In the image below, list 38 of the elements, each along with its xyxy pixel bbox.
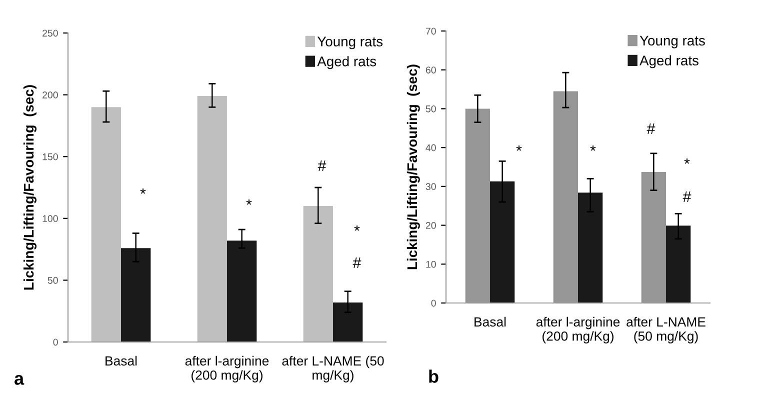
annotation: # xyxy=(352,258,362,268)
annotation: * xyxy=(516,145,522,151)
y-tick-label: 50 xyxy=(48,276,58,284)
legend-label: Young rats xyxy=(317,36,383,50)
y-tick-label: 70 xyxy=(426,28,436,35)
y-axis-title: Licking/Lifting/Favouring (sec) xyxy=(406,64,420,270)
x-tick-label: after L-NAME (50 mg/Kg) xyxy=(626,316,706,344)
annotation: * xyxy=(684,158,690,164)
annotation: # xyxy=(682,192,692,202)
y-tick-label: 250 xyxy=(42,30,58,37)
annotation: # xyxy=(318,160,326,171)
text: b xyxy=(429,370,438,383)
x-tick-label: after l-arginine (200 mg/Kg) xyxy=(536,316,620,344)
x-tick-label: Basal xyxy=(106,356,137,366)
annotation: * xyxy=(246,199,252,205)
annotation: * xyxy=(354,225,360,231)
legend-label: Aged rats xyxy=(640,55,698,68)
y-tick-label: 200 xyxy=(42,92,58,98)
legend-label: Young rats xyxy=(640,36,705,48)
y-tick-label: 10 xyxy=(426,260,436,268)
x-tick-label: after l-arginine (200 mg/Kg) xyxy=(185,356,269,382)
y-tick-label: 100 xyxy=(42,215,58,222)
y-tick-label: 30 xyxy=(426,183,436,190)
text: a xyxy=(14,374,24,385)
annotation: * xyxy=(140,188,146,194)
y-tick-label: 40 xyxy=(426,144,436,152)
annotation: # xyxy=(646,124,656,134)
y-tick-label: 0 xyxy=(431,300,436,307)
y-tick-label: 20 xyxy=(426,222,436,229)
legend-label: Aged rats xyxy=(317,56,376,70)
x-tick-label: after L-NAME (50 mg/Kg) xyxy=(282,356,384,382)
y-axis-title: Licking/Lifting/Favouring (sec) xyxy=(23,85,37,290)
y-tick-label: 150 xyxy=(42,153,58,160)
y-tick-label: 50 xyxy=(426,105,436,112)
y-tick-label: 0 xyxy=(53,338,58,346)
annotation: * xyxy=(590,145,596,151)
x-tick-label: Basal xyxy=(474,316,506,327)
y-tick-label: 60 xyxy=(426,66,436,74)
